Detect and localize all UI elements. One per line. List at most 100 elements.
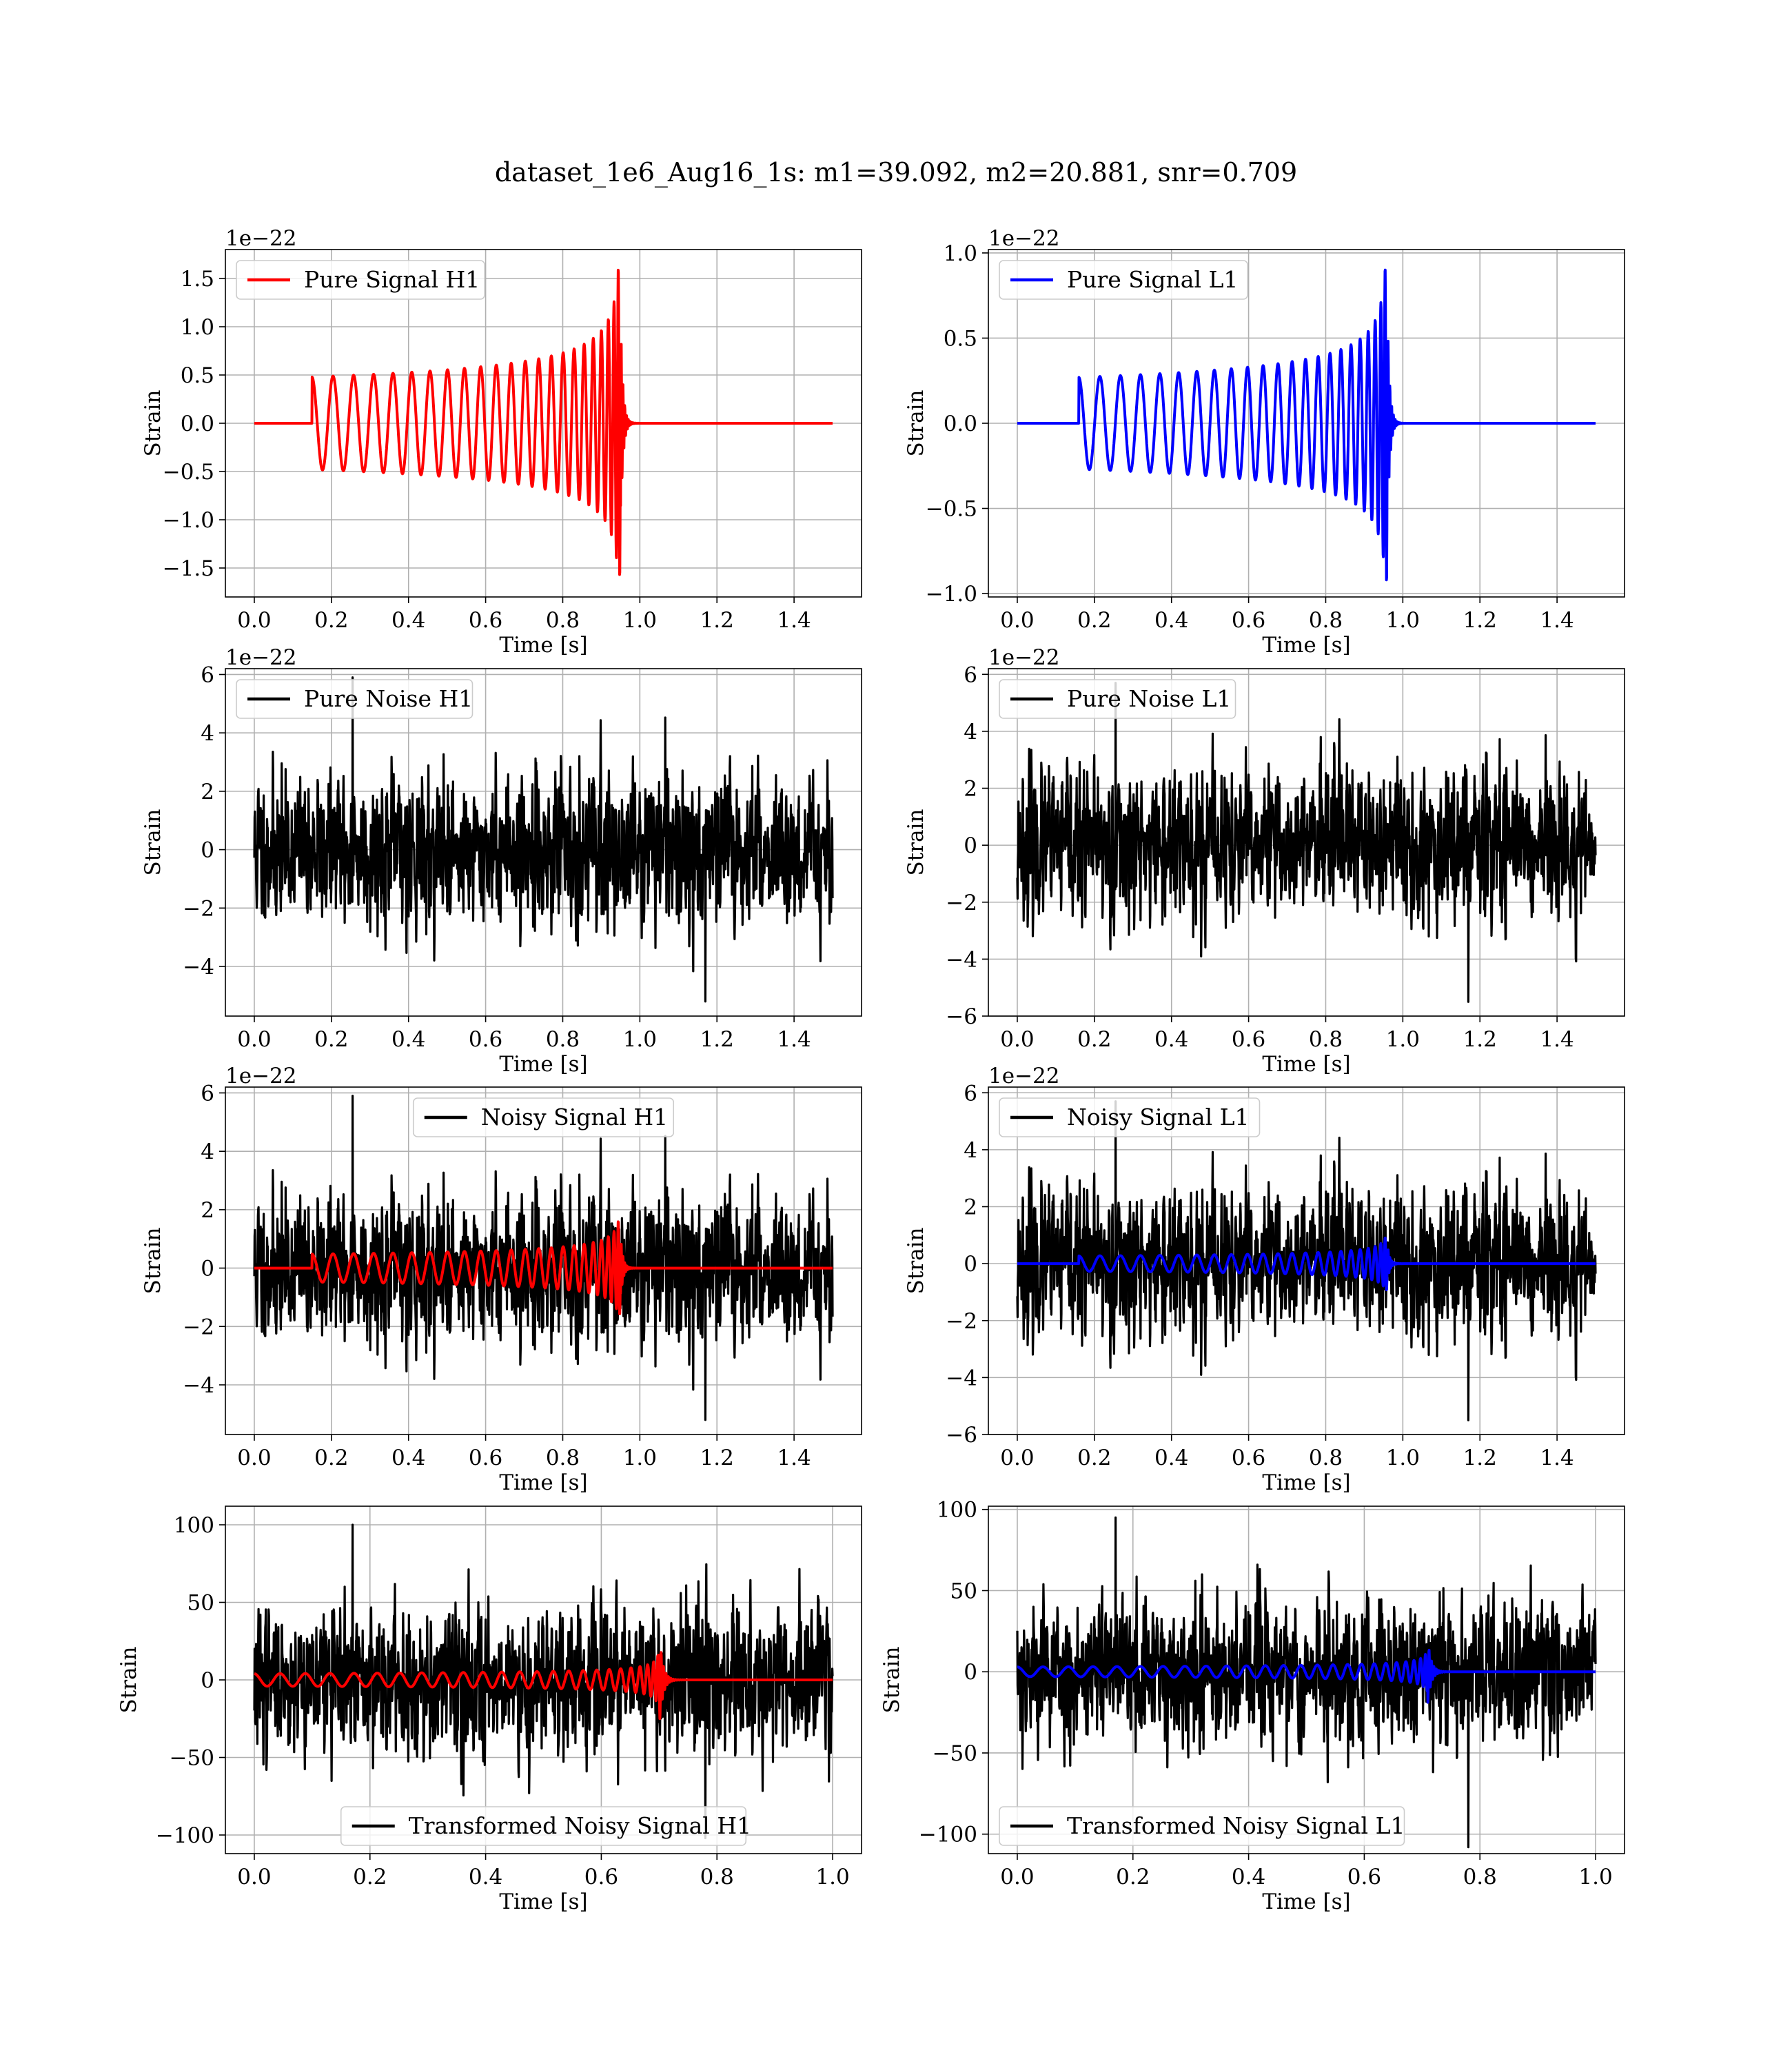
- x-tick-label: 0.8: [1309, 1446, 1343, 1470]
- y-tick-label: 0: [201, 838, 214, 863]
- x-tick-label: 0.4: [391, 1446, 425, 1470]
- axes-frame: [988, 1506, 1625, 1854]
- y-tick-label: −2: [183, 896, 214, 921]
- x-tick-label: 1.2: [700, 1027, 734, 1052]
- series-line-pure-signal-h1: [253, 268, 834, 576]
- y-tick-label: −100: [919, 1823, 977, 1847]
- y-tick-label: 0.5: [944, 326, 977, 351]
- x-tick-label: 0.2: [1077, 1446, 1111, 1470]
- x-tick-label: 1.0: [623, 1446, 657, 1470]
- x-tick-label: 1.4: [777, 1027, 811, 1052]
- y-tick-label: 2: [964, 777, 977, 802]
- legend: Pure Signal L1: [999, 260, 1248, 300]
- y-tick-label: 100: [174, 1513, 214, 1538]
- series-line-noisy-signal-h1: [253, 1095, 834, 1421]
- x-tick-label: 0.2: [314, 1446, 348, 1470]
- axes-frame: [225, 668, 862, 1017]
- x-tick-label: 0.8: [700, 1865, 734, 1889]
- legend-label: Pure Signal L1: [1067, 266, 1238, 293]
- x-tick-label: 0.0: [237, 1027, 271, 1052]
- x-tick-label: 0.8: [546, 1446, 580, 1470]
- y-tick-label: 0: [964, 1252, 977, 1277]
- y-tick-label: 2: [201, 1198, 214, 1223]
- x-tick-label: 1.0: [1386, 1027, 1420, 1052]
- x-tick-label: 0.4: [391, 608, 425, 633]
- y-tick-label: 50: [187, 1591, 214, 1616]
- y-axis-label: Strain: [141, 390, 165, 457]
- legend-label: Pure Noise L1: [1067, 685, 1231, 712]
- y-axis-label: Strain: [879, 1647, 904, 1714]
- legend-label: Transformed Noisy Signal H1: [409, 1812, 751, 1839]
- y-tick-label: 4: [964, 1138, 977, 1163]
- x-axis-label: Time [s]: [1262, 1470, 1350, 1495]
- subplot-row2-left: 0.0 0.2 0.4 0.6 0.8 1.0 1.2 1.4 −4 −2 0 2 4 6 Time [s]…: [141, 645, 862, 1077]
- x-tick-label: 1.2: [700, 608, 734, 633]
- x-tick-label: 1.0: [1386, 1446, 1420, 1470]
- y-tick-label: 0: [964, 1660, 977, 1685]
- axes-frame: [225, 249, 862, 598]
- y-offset-label: 1e−22: [988, 1064, 1060, 1088]
- y-tick-label: −4: [183, 955, 214, 980]
- subplot-top-left: 0.0 0.2 0.4 0.6 0.8 1.0 1.2 1.4 −1.5 −1.0 −0.5 0.0 0…: [141, 226, 862, 658]
- x-tick-label: 1.0: [623, 608, 657, 633]
- x-tick-label: 1.2: [1463, 1446, 1497, 1470]
- x-tick-label: 0.4: [1154, 1027, 1188, 1052]
- x-axis-label: Time [s]: [499, 1470, 587, 1495]
- y-tick-label: 2: [201, 780, 214, 804]
- x-tick-label: 0.4: [469, 1865, 502, 1889]
- x-tick-label: 1.0: [1386, 608, 1420, 633]
- series-line-overlay-1: [253, 1220, 834, 1315]
- legend-box: [999, 260, 1248, 300]
- x-tick-label: 0.0: [237, 1865, 271, 1889]
- y-tick-label: −100: [156, 1823, 214, 1848]
- legend-label: Pure Signal H1: [304, 266, 480, 293]
- y-tick-label: 6: [201, 1081, 214, 1106]
- y-tick-label: −6: [946, 1004, 977, 1029]
- y-tick-label: −50: [933, 1741, 977, 1766]
- x-tick-label: 0.2: [1077, 1027, 1111, 1052]
- axes-frame: [988, 249, 1625, 598]
- x-tick-label: 0.2: [314, 608, 348, 633]
- y-tick-label: −6: [946, 1423, 977, 1448]
- x-tick-label: 0.4: [1154, 608, 1188, 633]
- y-axis-label: Strain: [904, 809, 928, 876]
- subplot-row2-right: 0.0 0.2 0.4 0.6 0.8 1.0 1.2 1.4 −6 −4 −2 0 2 4 6 Time […: [904, 645, 1625, 1077]
- y-tick-label: 0: [201, 1257, 214, 1281]
- x-tick-label: 1.0: [623, 1027, 657, 1052]
- x-tick-label: 0.0: [1000, 1027, 1034, 1052]
- legend: Transformed Noisy Signal H1: [340, 1806, 751, 1846]
- y-axis-label: Strain: [141, 1228, 165, 1295]
- x-tick-label: 0.4: [391, 1027, 425, 1052]
- y-tick-label: −1.0: [163, 508, 214, 533]
- legend: Pure Noise L1: [999, 679, 1236, 719]
- x-axis-label: Time [s]: [1262, 1052, 1350, 1077]
- y-tick-label: 4: [201, 721, 214, 746]
- y-tick-label: 0.5: [181, 363, 214, 388]
- y-tick-label: −4: [946, 947, 977, 972]
- y-tick-label: −50: [170, 1746, 214, 1771]
- x-tick-label: 0.6: [1232, 608, 1265, 633]
- series-line-overlay-1: [253, 1651, 834, 1721]
- subplot-top-right: 0.0 0.2 0.4 0.6 0.8 1.0 1.2 1.4 −1.0 −0.5 0.0 0.5 1.…: [904, 226, 1625, 658]
- x-tick-label: 0.0: [237, 1446, 271, 1470]
- x-tick-label: 0.6: [584, 1865, 618, 1889]
- x-tick-label: 0.6: [1347, 1865, 1381, 1889]
- axes-frame: [988, 668, 1625, 1017]
- legend: Noisy Signal H1: [412, 1097, 675, 1137]
- y-tick-label: −1.0: [926, 582, 977, 607]
- legend-label: Noisy Signal L1: [1067, 1104, 1250, 1131]
- legend-label: Transformed Noisy Signal L1: [1067, 1812, 1405, 1839]
- subplot-bottom-left: 0.0 0.2 0.4 0.6 0.8 1.0 −100 −50 0 50 100 Time [s] S…: [116, 1506, 862, 1914]
- x-tick-label: 0.4: [1232, 1865, 1265, 1889]
- x-axis-label: Time [s]: [499, 1052, 587, 1077]
- x-tick-label: 0.2: [1116, 1865, 1150, 1889]
- x-axis-label: Time [s]: [1262, 633, 1350, 658]
- axes-frame: [988, 1086, 1625, 1435]
- subplot-bottom-right: 0.0 0.2 0.4 0.6 0.8 1.0 −100 −50 0 50 100 Time [s] S…: [879, 1498, 1625, 1914]
- x-tick-label: 1.4: [1540, 1446, 1574, 1470]
- series-line-pure-signal-l1: [1016, 268, 1597, 582]
- x-tick-label: 1.0: [815, 1865, 849, 1889]
- x-axis-label: Time [s]: [499, 633, 587, 658]
- x-tick-label: 0.8: [546, 608, 580, 633]
